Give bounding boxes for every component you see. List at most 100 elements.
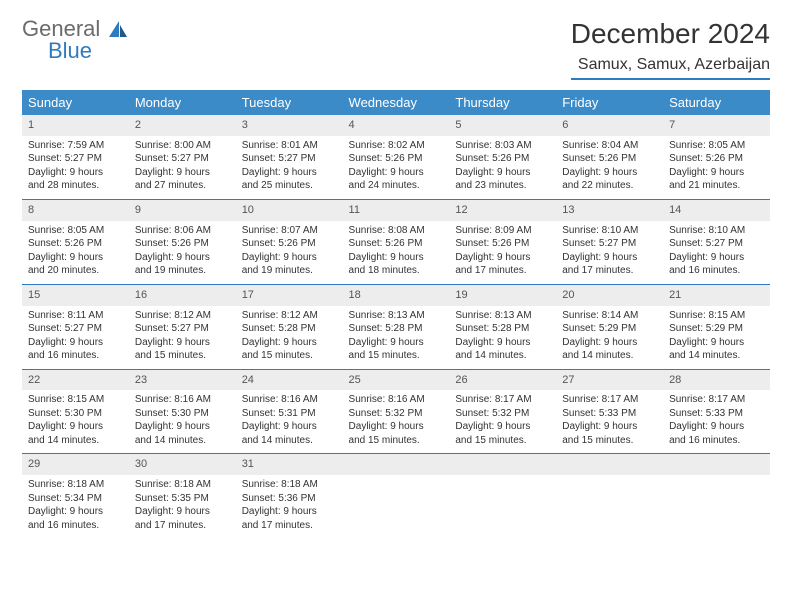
- day-number: 26: [449, 370, 556, 391]
- calendar-day-cell: 1Sunrise: 7:59 AMSunset: 5:27 PMDaylight…: [22, 115, 129, 199]
- day-daylight2-text: and 16 minutes.: [28, 349, 123, 363]
- calendar-day-cell: 8Sunrise: 8:05 AMSunset: 5:26 PMDaylight…: [22, 199, 129, 284]
- day-sunrise-text: Sunrise: 8:11 AM: [28, 309, 123, 323]
- day-daylight2-text: and 21 minutes.: [669, 179, 764, 193]
- day-number: 10: [236, 200, 343, 221]
- day-daylight1-text: Daylight: 9 hours: [455, 251, 550, 265]
- day-sunrise-text: Sunrise: 8:05 AM: [669, 139, 764, 153]
- day-daylight2-text: and 22 minutes.: [562, 179, 657, 193]
- day-daylight1-text: Daylight: 9 hours: [28, 251, 123, 265]
- logo-sail-icon: [107, 19, 129, 44]
- day-sunrise-text: Sunrise: 8:00 AM: [135, 139, 230, 153]
- calendar-day-cell: 30Sunrise: 8:18 AMSunset: 5:35 PMDayligh…: [129, 454, 236, 538]
- day-daylight1-text: Daylight: 9 hours: [562, 420, 657, 434]
- weekday-header: Monday: [129, 90, 236, 115]
- day-daylight2-text: and 28 minutes.: [28, 179, 123, 193]
- day-sunset-text: Sunset: 5:30 PM: [135, 407, 230, 421]
- day-details: Sunrise: 8:08 AMSunset: 5:26 PMDaylight:…: [343, 221, 450, 284]
- day-sunrise-text: Sunrise: 8:05 AM: [28, 224, 123, 238]
- calendar-day-cell: 7Sunrise: 8:05 AMSunset: 5:26 PMDaylight…: [663, 115, 770, 199]
- day-details: Sunrise: 8:00 AMSunset: 5:27 PMDaylight:…: [129, 136, 236, 199]
- day-daylight1-text: Daylight: 9 hours: [669, 336, 764, 350]
- day-daylight2-text: and 24 minutes.: [349, 179, 444, 193]
- month-title: December 2024: [571, 18, 770, 50]
- day-number: [449, 454, 556, 475]
- day-sunrise-text: Sunrise: 8:13 AM: [455, 309, 550, 323]
- title-block: December 2024 Samux, Samux, Azerbaijan: [571, 18, 770, 80]
- day-daylight1-text: Daylight: 9 hours: [28, 505, 123, 519]
- day-details: Sunrise: 8:17 AMSunset: 5:33 PMDaylight:…: [663, 390, 770, 453]
- day-number: 11: [343, 200, 450, 221]
- day-details: Sunrise: 8:12 AMSunset: 5:27 PMDaylight:…: [129, 306, 236, 369]
- day-daylight1-text: Daylight: 9 hours: [349, 251, 444, 265]
- day-details: Sunrise: 8:18 AMSunset: 5:34 PMDaylight:…: [22, 475, 129, 538]
- day-daylight2-text: and 19 minutes.: [242, 264, 337, 278]
- calendar-day-cell: 31Sunrise: 8:18 AMSunset: 5:36 PMDayligh…: [236, 454, 343, 538]
- calendar-day-cell: 19Sunrise: 8:13 AMSunset: 5:28 PMDayligh…: [449, 284, 556, 369]
- calendar-week-row: 15Sunrise: 8:11 AMSunset: 5:27 PMDayligh…: [22, 284, 770, 369]
- day-daylight1-text: Daylight: 9 hours: [242, 505, 337, 519]
- day-number: 6: [556, 115, 663, 136]
- day-details: Sunrise: 8:13 AMSunset: 5:28 PMDaylight:…: [343, 306, 450, 369]
- day-daylight2-text: and 14 minutes.: [455, 349, 550, 363]
- day-number: 19: [449, 285, 556, 306]
- day-daylight1-text: Daylight: 9 hours: [349, 166, 444, 180]
- calendar-day-cell: [556, 454, 663, 538]
- day-details: Sunrise: 8:07 AMSunset: 5:26 PMDaylight:…: [236, 221, 343, 284]
- day-sunrise-text: Sunrise: 8:07 AM: [242, 224, 337, 238]
- calendar-day-cell: 18Sunrise: 8:13 AMSunset: 5:28 PMDayligh…: [343, 284, 450, 369]
- day-sunrise-text: Sunrise: 8:01 AM: [242, 139, 337, 153]
- day-number: 8: [22, 200, 129, 221]
- day-daylight1-text: Daylight: 9 hours: [242, 336, 337, 350]
- calendar-week-row: 29Sunrise: 8:18 AMSunset: 5:34 PMDayligh…: [22, 454, 770, 538]
- calendar-table: Sunday Monday Tuesday Wednesday Thursday…: [22, 90, 770, 538]
- day-details: Sunrise: 7:59 AMSunset: 5:27 PMDaylight:…: [22, 136, 129, 199]
- day-sunset-text: Sunset: 5:26 PM: [562, 152, 657, 166]
- day-sunrise-text: Sunrise: 8:18 AM: [135, 478, 230, 492]
- calendar-week-row: 8Sunrise: 8:05 AMSunset: 5:26 PMDaylight…: [22, 199, 770, 284]
- day-sunset-text: Sunset: 5:27 PM: [135, 152, 230, 166]
- day-details: Sunrise: 8:04 AMSunset: 5:26 PMDaylight:…: [556, 136, 663, 199]
- day-sunrise-text: Sunrise: 7:59 AM: [28, 139, 123, 153]
- day-number: 24: [236, 370, 343, 391]
- day-number: 23: [129, 370, 236, 391]
- day-sunrise-text: Sunrise: 8:02 AM: [349, 139, 444, 153]
- day-number: 1: [22, 115, 129, 136]
- day-daylight2-text: and 15 minutes.: [349, 434, 444, 448]
- day-number: 4: [343, 115, 450, 136]
- day-sunset-text: Sunset: 5:27 PM: [242, 152, 337, 166]
- day-sunset-text: Sunset: 5:27 PM: [135, 322, 230, 336]
- day-number: 7: [663, 115, 770, 136]
- day-number: 28: [663, 370, 770, 391]
- weekday-header: Tuesday: [236, 90, 343, 115]
- day-sunset-text: Sunset: 5:32 PM: [455, 407, 550, 421]
- logo-text-general: General: [22, 16, 100, 41]
- day-details: Sunrise: 8:14 AMSunset: 5:29 PMDaylight:…: [556, 306, 663, 369]
- day-sunset-text: Sunset: 5:31 PM: [242, 407, 337, 421]
- day-details: Sunrise: 8:11 AMSunset: 5:27 PMDaylight:…: [22, 306, 129, 369]
- day-details: Sunrise: 8:15 AMSunset: 5:30 PMDaylight:…: [22, 390, 129, 453]
- day-details: Sunrise: 8:05 AMSunset: 5:26 PMDaylight:…: [663, 136, 770, 199]
- calendar-day-cell: 3Sunrise: 8:01 AMSunset: 5:27 PMDaylight…: [236, 115, 343, 199]
- day-sunset-text: Sunset: 5:27 PM: [562, 237, 657, 251]
- day-details: Sunrise: 8:16 AMSunset: 5:32 PMDaylight:…: [343, 390, 450, 453]
- day-daylight2-text: and 25 minutes.: [242, 179, 337, 193]
- day-number: 13: [556, 200, 663, 221]
- day-daylight2-text: and 17 minutes.: [135, 519, 230, 533]
- day-daylight2-text: and 14 minutes.: [669, 349, 764, 363]
- day-daylight2-text: and 15 minutes.: [455, 434, 550, 448]
- day-sunset-text: Sunset: 5:28 PM: [455, 322, 550, 336]
- day-sunrise-text: Sunrise: 8:14 AM: [562, 309, 657, 323]
- day-details: Sunrise: 8:12 AMSunset: 5:28 PMDaylight:…: [236, 306, 343, 369]
- day-sunrise-text: Sunrise: 8:09 AM: [455, 224, 550, 238]
- calendar-day-cell: 14Sunrise: 8:10 AMSunset: 5:27 PMDayligh…: [663, 199, 770, 284]
- day-daylight2-text: and 15 minutes.: [135, 349, 230, 363]
- day-number: [343, 454, 450, 475]
- weekday-header: Friday: [556, 90, 663, 115]
- day-details: Sunrise: 8:03 AMSunset: 5:26 PMDaylight:…: [449, 136, 556, 199]
- day-sunrise-text: Sunrise: 8:16 AM: [242, 393, 337, 407]
- calendar-week-row: 22Sunrise: 8:15 AMSunset: 5:30 PMDayligh…: [22, 369, 770, 454]
- day-sunrise-text: Sunrise: 8:17 AM: [562, 393, 657, 407]
- day-details: Sunrise: 8:10 AMSunset: 5:27 PMDaylight:…: [663, 221, 770, 284]
- day-sunset-text: Sunset: 5:26 PM: [669, 152, 764, 166]
